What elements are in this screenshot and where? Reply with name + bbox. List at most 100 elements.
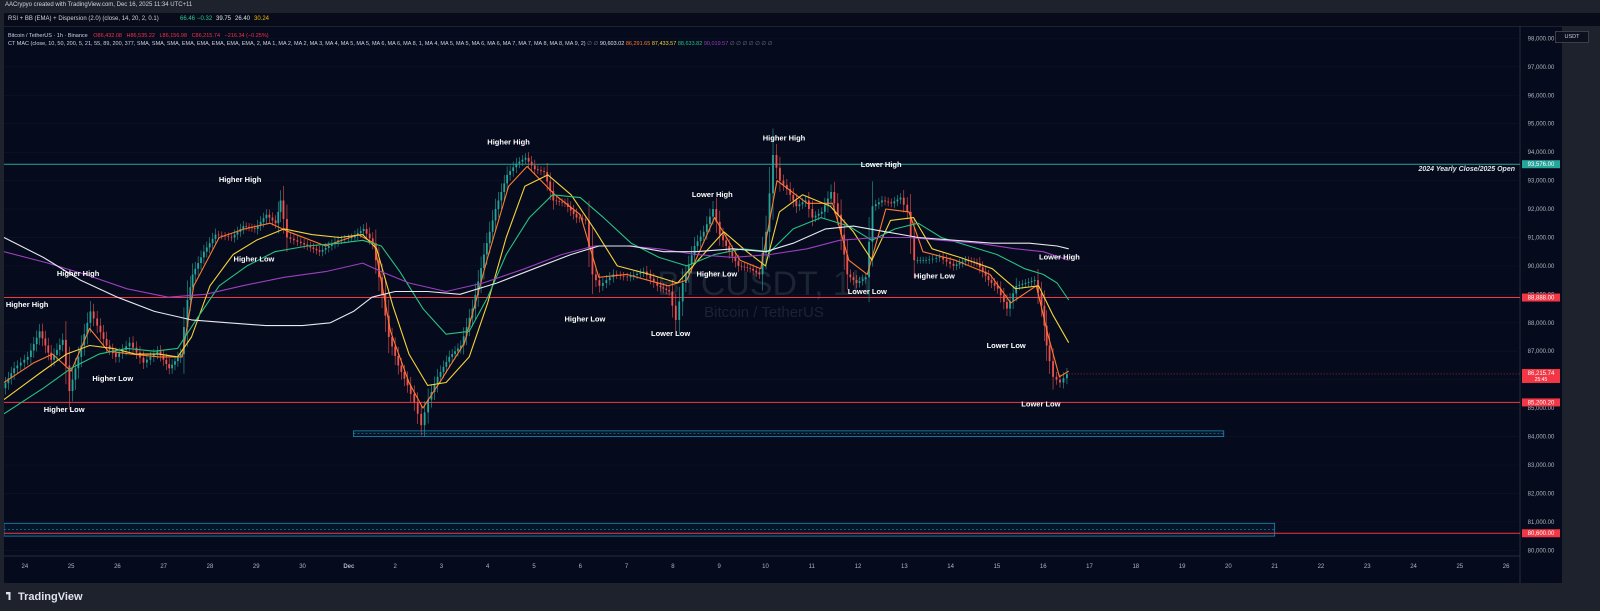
candle-body — [1012, 293, 1015, 301]
x-tick-label: 27 — [160, 564, 167, 570]
candle-body — [1033, 280, 1036, 282]
candle-body — [572, 210, 575, 214]
y-tick-label: 83,000.00 — [1528, 463, 1555, 469]
candle-body — [457, 348, 459, 352]
candle-body — [552, 191, 555, 201]
candle-body — [189, 287, 192, 301]
currency-button[interactable]: USDT — [1555, 31, 1589, 43]
x-tick-label: 6 — [579, 564, 583, 570]
candle-body — [662, 287, 665, 289]
candle-body — [584, 219, 587, 221]
swing-label: Higher Low — [565, 314, 606, 323]
y-tick-label: 80,000.00 — [1528, 548, 1555, 554]
x-tick-label: 14 — [947, 564, 954, 570]
candle-body — [448, 356, 451, 362]
candle-body — [128, 342, 131, 347]
candle-body — [925, 260, 927, 261]
candle-body — [13, 368, 16, 374]
candle-body — [445, 361, 448, 367]
candle-body — [99, 325, 102, 333]
candle-body — [315, 248, 318, 251]
swing-label: Lower Low — [987, 341, 1026, 350]
candle-body — [536, 169, 539, 171]
candle-body — [712, 209, 714, 217]
price-level-tag — [1522, 398, 1560, 407]
ma-legend-placeholders: ∅ ∅ — [587, 41, 599, 47]
candle-body — [820, 211, 823, 214]
candle-body — [709, 216, 711, 225]
candle-body — [50, 352, 53, 360]
candle-body — [497, 200, 500, 210]
candle-body — [205, 247, 208, 252]
ma-legend: CT MAC (close, 10, 50, 200, 5, 21, 55, 8… — [8, 41, 773, 47]
candle-body — [282, 200, 285, 219]
rsi-pane: RSI + BB (EMA) + Dispersion (2.0) (close… — [4, 13, 1600, 26]
candle-body — [976, 262, 978, 264]
footer-bar: TradingView — [0, 583, 1600, 611]
candle-body — [755, 270, 758, 273]
swing-label: Higher High — [6, 300, 49, 309]
candle-body — [406, 378, 409, 386]
candle-body — [483, 254, 485, 269]
candle-body — [1015, 285, 1018, 294]
candle-body — [71, 379, 74, 392]
y-tick-label: 92,000.00 — [1528, 207, 1555, 213]
candle-body — [451, 354, 454, 357]
x-tick-label: 16 — [1040, 564, 1047, 570]
candle-body — [61, 339, 64, 345]
candle-body — [1021, 283, 1024, 285]
x-tick-label: 25 — [68, 564, 75, 570]
candle-body — [919, 260, 922, 261]
candle-body — [359, 231, 362, 234]
candle-body — [836, 203, 839, 215]
candle-body — [413, 393, 416, 403]
candle-body — [135, 347, 138, 353]
swing-label: Higher High — [763, 133, 806, 142]
x-tick-label: 11 — [809, 564, 816, 570]
candle-body — [864, 277, 867, 280]
candle-body — [89, 311, 92, 323]
candle-body — [197, 263, 200, 269]
candle-body — [286, 218, 288, 238]
candle-body — [649, 275, 652, 279]
candle-body — [303, 243, 306, 245]
swing-label: Higher Low — [92, 374, 133, 383]
x-tick-label: 29 — [253, 564, 260, 570]
y-tick-label: 98,000.00 — [1528, 36, 1555, 42]
candle-body — [569, 206, 572, 211]
candle-body — [830, 191, 832, 199]
candle-body — [705, 224, 708, 232]
ohlc-change: −216.34 (−0.25%) — [224, 33, 269, 39]
candle-body — [722, 234, 724, 241]
candle-body — [162, 355, 165, 360]
symbol-title: Bitcoin / TetherUS · 1h · Binance — [8, 33, 88, 39]
candle-body — [53, 354, 55, 360]
candle-body — [118, 353, 121, 357]
candle-body — [121, 349, 124, 354]
ma-legend-trailing: ∅ ∅ ∅ ∅ ∅ ∅ ∅ — [729, 41, 773, 47]
candle-body — [961, 261, 964, 264]
candle-body — [656, 282, 659, 286]
candle-body — [626, 276, 629, 278]
candle-body — [403, 372, 406, 379]
candle-body — [737, 261, 740, 266]
y-tick-label: 82,000.00 — [1528, 491, 1555, 497]
candle-body — [176, 357, 179, 362]
candle-body — [292, 238, 295, 241]
candle-body — [491, 220, 494, 232]
price-chart[interactable]: BTCUSDT, 1h Bitcoin / TetherUS 2024 Year… — [4, 27, 1562, 583]
candle-body — [884, 200, 886, 202]
candle-body — [30, 350, 32, 357]
candle-body — [598, 280, 601, 286]
candle-body — [987, 275, 990, 281]
x-tick-label: 19 — [1179, 564, 1186, 570]
candle-body — [807, 200, 810, 210]
tradingview-logo: TradingView — [6, 591, 83, 603]
price-level-label: 80,600.00 — [1528, 531, 1555, 537]
candle-body — [608, 277, 611, 281]
candle-body — [887, 201, 890, 203]
candle-body — [871, 206, 874, 242]
candle-body — [696, 241, 699, 246]
candle-body — [546, 172, 549, 182]
candle-body — [814, 215, 817, 218]
